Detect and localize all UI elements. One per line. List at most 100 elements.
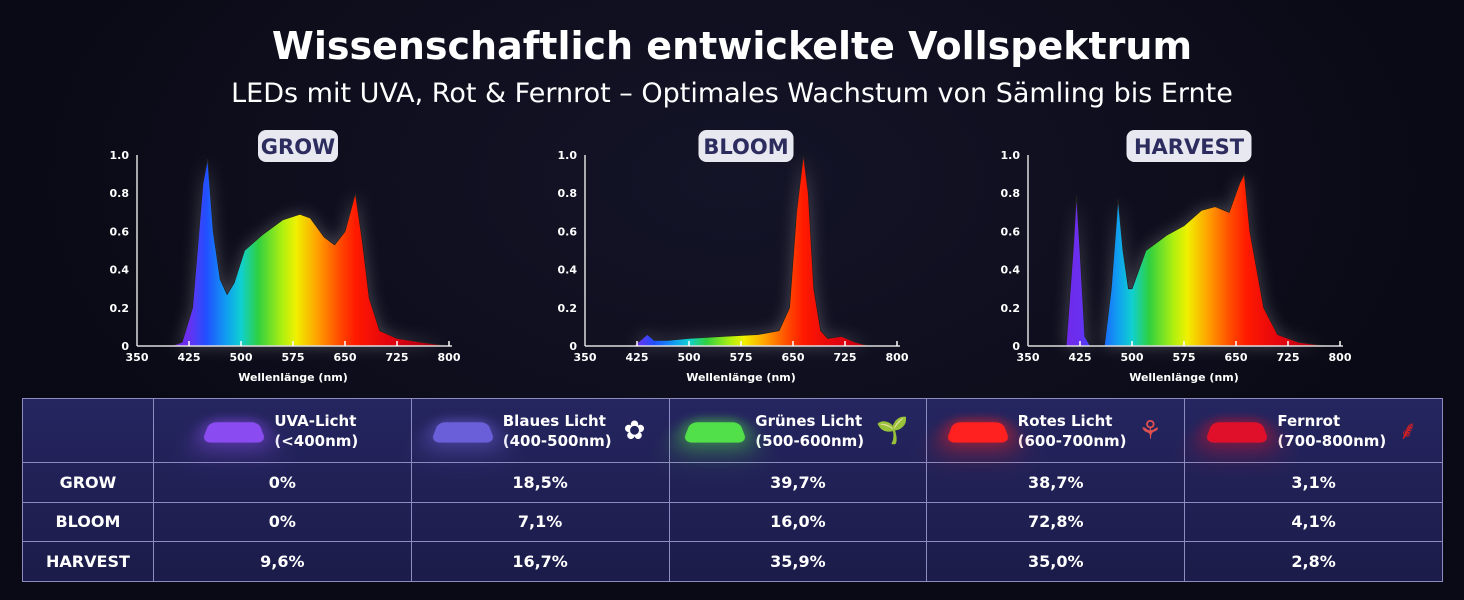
led-chip-icon — [1204, 421, 1270, 443]
row-label: BLOOM — [22, 501, 154, 543]
value-cell: 0% — [152, 501, 412, 543]
column-range: (400-500nm) — [502, 431, 612, 450]
y-tick-label: 0.4 — [110, 264, 130, 277]
empty-header-cell — [22, 398, 154, 463]
x-tick-label: 800 — [886, 351, 909, 364]
x-tick-label: 350 — [1017, 351, 1040, 364]
value-cell: 39,7% — [668, 462, 928, 503]
value-cell: 16,0% — [668, 501, 928, 543]
value-cell: 0% — [152, 462, 412, 503]
value-cell: 35,9% — [668, 541, 928, 582]
y-tick-label: 0 — [121, 340, 129, 353]
spectrum-area — [171, 158, 450, 347]
value-cell: 38,7% — [926, 462, 1186, 503]
chart-badge — [698, 130, 794, 162]
y-tick-label: 0.6 — [110, 225, 130, 238]
column-range: (<400nm) — [274, 431, 359, 450]
column-label: Blaues Licht — [502, 411, 606, 430]
chart-title: GROW — [261, 135, 335, 159]
x-tick-label: 575 — [1173, 351, 1196, 364]
led-chip-icon — [682, 421, 748, 443]
column-label: UVA-Licht — [274, 411, 357, 430]
column-header: Grünes Licht (500-600nm) 🌱 — [668, 398, 928, 463]
y-tick-label: 0.2 — [558, 302, 578, 315]
y-tick-label: 0.4 — [558, 264, 578, 277]
x-tick-label: 575 — [730, 351, 753, 364]
column-range: (700-800nm) — [1277, 431, 1387, 450]
row-label: HARVEST — [22, 541, 154, 582]
x-tick-label: 350 — [574, 351, 597, 364]
chart-badge — [1126, 130, 1252, 162]
y-tick-label: 0 — [569, 340, 577, 353]
led-chip-icon — [430, 421, 496, 443]
spectrum-chart-bloom: BLOOM 0 0.2 0.4 0.6 0.8 1.0 350 425 500 575 650 725 8… — [558, 130, 909, 384]
spectrum-chart-grow: GROW 0 0.2 0.4 0.6 0.8 1.0 350 425 500 575 650 725 80… — [110, 130, 461, 384]
x-tick-label: 425 — [1069, 351, 1092, 364]
x-tick-label: 800 — [438, 351, 461, 364]
sprout-icon: 🌱 — [876, 415, 909, 446]
x-tick-label: 650 — [334, 351, 357, 364]
table-header-row: UVA-Licht (<400nm) Blaues Licht (400-500nm)… — [22, 398, 1443, 463]
value-cell: 16,7% — [410, 541, 670, 582]
y-tick-label: 0.2 — [110, 302, 130, 315]
y-tick-label: 1.0 — [110, 149, 130, 162]
spectrum-area — [1065, 172, 1327, 347]
column-header: Blaues Licht (400-500nm) ✿ — [410, 398, 670, 463]
led-chip-icon — [945, 421, 1011, 443]
value-cell: 7,1% — [410, 501, 670, 543]
y-tick-label: 0.6 — [1001, 225, 1021, 238]
value-cell: 18,5% — [410, 462, 670, 503]
x-tick-label: 725 — [1277, 351, 1300, 364]
spectrum-area — [632, 154, 870, 347]
value-cell: 3,1% — [1184, 462, 1443, 503]
x-tick-label: 500 — [230, 351, 253, 364]
y-tick-label: 0.2 — [1001, 302, 1021, 315]
value-cell: 2,8% — [1184, 541, 1443, 582]
x-tick-label: 800 — [1329, 351, 1352, 364]
x-tick-label: 650 — [1225, 351, 1248, 364]
y-tick-label: 0.8 — [1001, 187, 1021, 200]
column-range: (600-700nm) — [1017, 431, 1127, 450]
led-chip-icon — [201, 421, 267, 443]
column-header: Fernrot (700-800nm) ⸙ — [1184, 398, 1443, 463]
chart-title: HARVEST — [1134, 135, 1245, 159]
table-row: BLOOM 0% 7,1% 16,0% 72,8% 4,1% — [22, 501, 1443, 543]
column-header: Rotes Licht (600-700nm) ⚘ — [926, 398, 1186, 463]
chart-badge — [258, 130, 338, 162]
row-label: GROW — [22, 462, 154, 503]
y-tick-label: 1.0 — [1001, 149, 1021, 162]
column-label: Grünes Licht — [755, 411, 863, 430]
value-cell: 35,0% — [926, 541, 1186, 582]
plant-icon: ⚘ — [1138, 415, 1162, 446]
y-tick-label: 0.4 — [1001, 264, 1021, 277]
y-tick-label: 0.6 — [558, 225, 578, 238]
spectrum-chart-harvest: HARVEST 0 0.2 0.4 0.6 0.8 1.0 350 425 500 575 650 72… — [1001, 130, 1352, 384]
x-tick-label: 500 — [1121, 351, 1144, 364]
branch-icon: ⸙ — [1398, 415, 1418, 446]
page-title: Wissenschaftlich entwickelte Vollspektru… — [271, 24, 1193, 68]
x-tick-label: 725 — [834, 351, 857, 364]
y-tick-label: 0.8 — [110, 187, 130, 200]
table-row: HARVEST 9,6% 16,7% 35,9% 35,0% 2,8% — [22, 541, 1443, 582]
x-tick-label: 725 — [386, 351, 409, 364]
x-axis-label: Wellenlänge (nm) — [1129, 371, 1239, 384]
spectrum-glow — [633, 155, 870, 346]
x-tick-label: 425 — [178, 351, 201, 364]
value-cell: 9,6% — [152, 541, 412, 582]
flower-icon: ✿ — [623, 415, 646, 446]
x-tick-label: 350 — [126, 351, 149, 364]
table-row: GROW 0% 18,5% 39,7% 38,7% 3,1% — [22, 462, 1443, 503]
x-tick-label: 500 — [678, 351, 701, 364]
y-tick-label: 1.0 — [558, 149, 578, 162]
value-cell: 4,1% — [1184, 501, 1443, 543]
y-tick-label: 0.8 — [558, 187, 578, 200]
column-label: Fernrot — [1277, 411, 1341, 430]
column-label: Rotes Licht — [1017, 411, 1113, 430]
x-tick-label: 650 — [782, 351, 805, 364]
x-axis-label: Wellenlänge (nm) — [238, 371, 348, 384]
x-tick-label: 425 — [626, 351, 649, 364]
value-cell: 72,8% — [926, 501, 1186, 543]
chart-title: BLOOM — [703, 135, 788, 159]
x-tick-label: 575 — [282, 351, 305, 364]
column-header: UVA-Licht (<400nm) — [152, 398, 412, 463]
